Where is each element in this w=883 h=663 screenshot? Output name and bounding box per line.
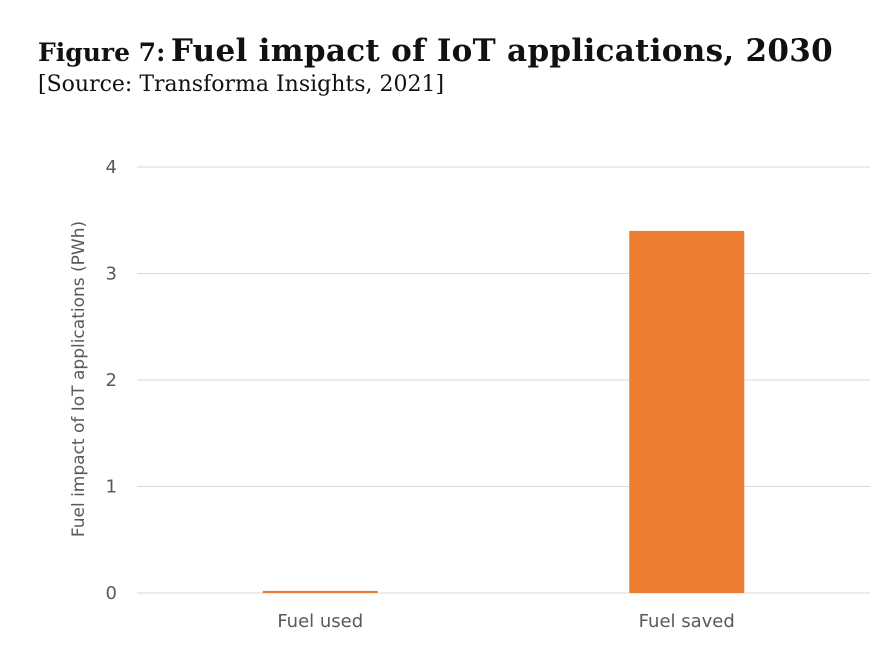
y-tick-label: 1 <box>106 477 117 498</box>
figure-label: Figure 7: <box>38 38 166 67</box>
y-axis-title: Fuel impact of IoT applications (PWh) <box>69 221 89 537</box>
x-tick-label: Fuel saved <box>639 611 735 632</box>
y-tick-label: 0 <box>106 583 117 604</box>
y-tick-label: 4 <box>106 157 117 178</box>
x-tick-label: Fuel used <box>277 611 363 632</box>
y-tick-label: 2 <box>106 370 117 391</box>
figure-title: Fuel impact of IoT applications, 2030 <box>170 33 834 69</box>
chart-title: Figure 7: Fuel impact of IoT application… <box>38 34 878 68</box>
y-tick-label: 3 <box>106 264 117 285</box>
bar <box>629 230 745 593</box>
source-note: [Source: Transforma Insights, 2021] <box>38 72 445 98</box>
title-block: Figure 7: Fuel impact of IoT application… <box>38 34 878 97</box>
bar <box>262 590 378 593</box>
